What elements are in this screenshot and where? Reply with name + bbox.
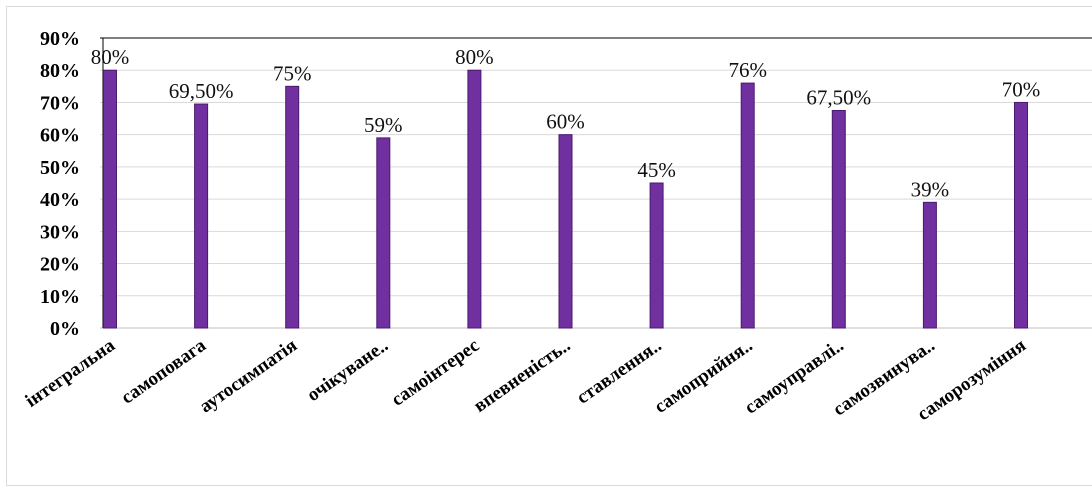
y-tick-label: 20%: [40, 254, 80, 276]
x-tick-label: очікуване..: [303, 335, 392, 406]
bar: [103, 69, 117, 329]
x-tick-label: аутосимпатія: [196, 335, 301, 417]
bar: [376, 137, 391, 329]
data-label: 39%: [911, 177, 950, 201]
data-label: 80%: [91, 45, 130, 69]
data-label: 75%: [273, 61, 312, 85]
data-label: 59%: [364, 113, 403, 137]
data-label: 70%: [1002, 77, 1041, 101]
x-tick-label: ставлення..: [573, 335, 666, 409]
x-tick-label: впевненість..: [470, 335, 574, 417]
bar: [558, 134, 573, 329]
bar: [285, 85, 300, 329]
y-axis-ticks: 0% 10% 20% 30% 40% 50% 60% 70% 80% 90%: [40, 28, 80, 340]
bar: [649, 182, 664, 329]
y-tick-label: 30%: [40, 221, 80, 243]
bar: [467, 69, 482, 329]
bar: [831, 110, 846, 329]
bars: [103, 69, 1028, 329]
bar: [1014, 101, 1028, 329]
data-label: 80%: [455, 45, 494, 69]
x-tick-label: самоповага: [117, 335, 210, 409]
y-tick-label: 70%: [40, 92, 80, 114]
x-tick-label: інтегральна: [22, 335, 120, 412]
y-tick-label: 60%: [40, 125, 80, 147]
y-tick-label: 10%: [40, 286, 80, 308]
bar: [922, 201, 937, 329]
chart-frame: [6, 6, 1092, 486]
y-tick-label: 50%: [40, 157, 80, 179]
y-tick-label: 0%: [50, 318, 80, 340]
x-tick-label: самоприйня..: [651, 335, 757, 418]
y-tick-label: 80%: [40, 60, 80, 82]
data-labels: 80% 69,50% 75% 59% 80% 60% 45% 76% 67,50% 39% 70%: [91, 45, 1041, 201]
gridlines: [100, 37, 1092, 329]
y-tick-label: 90%: [40, 28, 80, 50]
data-label: 67,50%: [806, 86, 871, 110]
data-label: 76%: [728, 58, 767, 82]
bar: [740, 82, 755, 329]
data-label: 69,50%: [169, 79, 234, 103]
data-label: 60%: [546, 110, 585, 134]
data-label: 45%: [637, 158, 676, 182]
y-tick-label: 40%: [40, 189, 80, 211]
bar: [194, 103, 209, 329]
